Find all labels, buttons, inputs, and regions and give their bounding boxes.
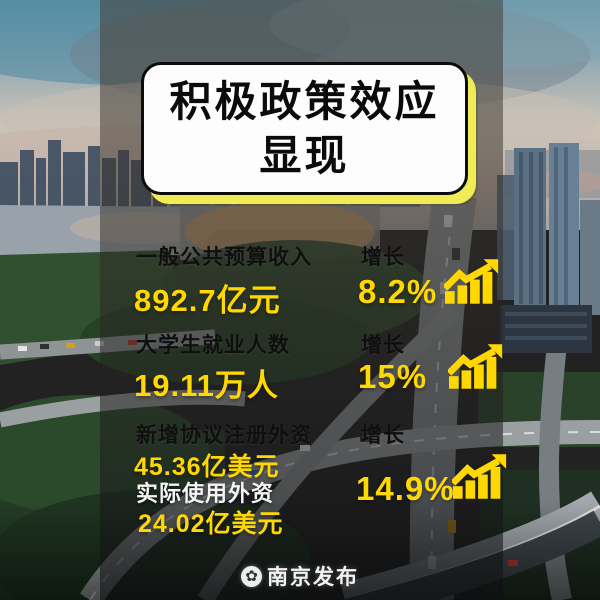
title-card: 积极政策效应 显现 — [141, 62, 468, 195]
trend-up-bars-icon — [452, 454, 507, 499]
stat3-growth-label: 增长 — [361, 424, 405, 447]
footer: ✿ 南京发布 — [0, 561, 600, 591]
stat1-value: 892.7亿元 — [134, 283, 281, 318]
stat3-label2: 实际使用外资 — [136, 481, 275, 506]
trend-up-bars-icon — [448, 344, 503, 389]
stat2-growth-value: 15% — [358, 358, 428, 395]
page-title-line2: 显现 — [259, 131, 350, 179]
stat2-label: 大学生就业人数 — [136, 334, 290, 357]
stat1-growth-value: 8.2% — [358, 273, 438, 310]
page-title-line1: 积极政策效应 — [169, 78, 440, 126]
stat3-label: 新增协议注册外资 — [136, 424, 312, 447]
plum-blossom-logo-icon: ✿ — [241, 565, 262, 587]
stat3-value: 45.36亿美元 — [134, 453, 280, 481]
stat3-value2: 24.02亿美元 — [138, 510, 284, 538]
stat1-growth-label: 增长 — [361, 246, 405, 269]
publisher-logo-text: 南京发布 — [267, 566, 359, 589]
stat3-growth-value: 14.9% — [356, 470, 455, 507]
trend-up-bars-icon — [444, 259, 499, 304]
stat2-growth-label: 增长 — [361, 334, 405, 357]
stat1-label: 一般公共预算收入 — [136, 246, 312, 269]
stat2-value: 19.11万人 — [134, 368, 279, 403]
